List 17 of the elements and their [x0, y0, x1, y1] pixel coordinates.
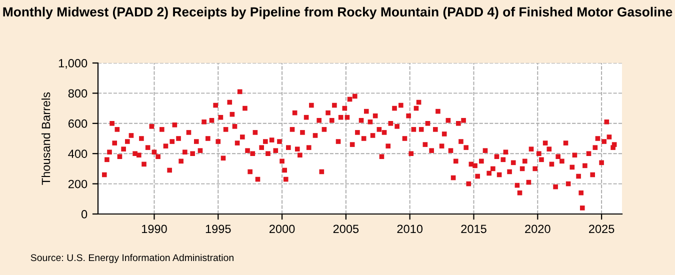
x-tick-label: 2000 [270, 224, 295, 234]
source-note: Source: U.S. Energy Information Administration [30, 254, 234, 264]
y-axis-title: Thousand Barrels [41, 92, 50, 185]
y-tick-label: 800 [68, 89, 88, 98]
chart-title: Monthly Midwest (PADD 2) Receipts by Pipeline from Rocky Mountain (PADD 4) of Finished Motor Gasoline [3, 6, 672, 20]
y-tick-label: 400 [68, 150, 88, 158]
x-tick-label: 2025 [589, 224, 614, 234]
x-tick-label: 2015 [461, 224, 486, 234]
x-tick-label: 2020 [525, 224, 550, 234]
y-tick-label: 600 [68, 119, 88, 128]
x-tick-label: 2005 [333, 224, 359, 234]
x-tick-label: 2010 [397, 224, 423, 234]
x-tick-label: 1995 [206, 224, 231, 234]
x-tick-label: 1990 [142, 224, 167, 234]
y-tick-label: 200 [68, 180, 88, 188]
y-tick-label: 1,000 [58, 59, 88, 69]
y-tick-label: 0 [81, 210, 88, 218]
